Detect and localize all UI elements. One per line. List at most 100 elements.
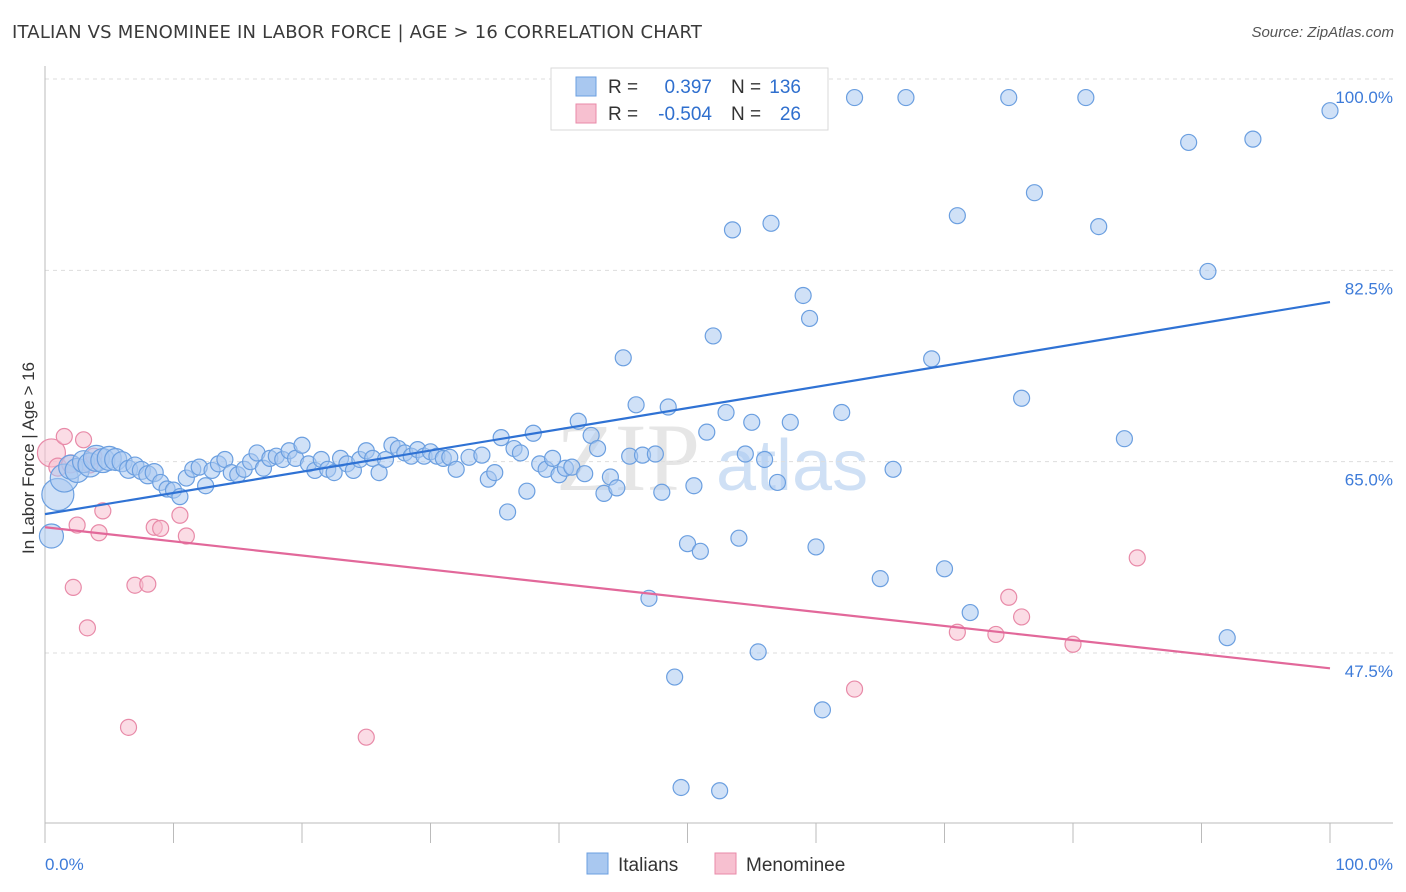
menominee-point bbox=[139, 575, 157, 593]
menominee-point bbox=[1000, 588, 1018, 606]
italians-point bbox=[698, 423, 716, 441]
italians-point bbox=[1244, 130, 1262, 148]
italians-point bbox=[646, 445, 664, 463]
y-tick-label: 82.5% bbox=[1345, 279, 1393, 298]
italians-point bbox=[38, 523, 65, 549]
italians-point bbox=[511, 444, 530, 462]
italians-point bbox=[781, 413, 799, 431]
legend-n-label-menominee: N = bbox=[731, 104, 761, 125]
menominee-point bbox=[94, 502, 112, 520]
bottom-legend-label-italians: Italians bbox=[618, 855, 678, 876]
italians-points bbox=[38, 88, 1339, 800]
y-axis-label: In Labor Force | Age > 16 bbox=[19, 362, 38, 554]
italians-point bbox=[871, 570, 889, 588]
menominee-point bbox=[78, 619, 97, 637]
y-tick-label: 47.5% bbox=[1345, 662, 1393, 681]
italians-point bbox=[813, 701, 832, 719]
italians-point bbox=[614, 349, 632, 367]
watermark-atlas: atlas bbox=[716, 426, 868, 506]
italians-point bbox=[678, 535, 697, 553]
italians-point bbox=[325, 464, 343, 482]
italians-point bbox=[1180, 133, 1198, 152]
legend-n-value-menominee: 26 bbox=[780, 104, 801, 125]
italians-point bbox=[1218, 629, 1236, 647]
bottom-legend-swatch-italians bbox=[586, 852, 609, 875]
y-tick-label: 100.0% bbox=[1335, 88, 1393, 107]
italians-point bbox=[704, 327, 722, 345]
italians-point bbox=[685, 477, 703, 495]
watermark: ZIP atlas bbox=[556, 404, 868, 511]
italians-point bbox=[961, 603, 979, 622]
italians-point bbox=[762, 214, 780, 232]
italians-point bbox=[845, 88, 864, 107]
italians-point bbox=[897, 88, 915, 107]
italians-point bbox=[608, 479, 626, 497]
italians-point bbox=[736, 445, 754, 463]
italians-point bbox=[672, 778, 690, 797]
menominee-point bbox=[152, 519, 170, 537]
italians-point bbox=[588, 439, 607, 458]
menominee-trend-line bbox=[44, 526, 1331, 670]
stats-legend: R = 0.397 N = 136 R = -0.504 N = 26 bbox=[550, 67, 829, 131]
italians-point bbox=[884, 460, 902, 478]
legend-n-value-italians: 136 bbox=[769, 77, 801, 98]
menominee-point bbox=[357, 728, 375, 746]
grid-lines bbox=[45, 78, 1393, 654]
italians-point bbox=[1321, 102, 1339, 120]
italians-point bbox=[749, 643, 767, 661]
italians-point bbox=[1077, 88, 1095, 107]
italians-trend-line bbox=[44, 300, 1331, 516]
legend-r-label-italians: R = bbox=[608, 77, 638, 98]
italians-point bbox=[691, 542, 709, 560]
italians-point bbox=[723, 221, 742, 239]
chart-source: Source: ZipAtlas.com bbox=[1251, 24, 1394, 41]
italians-point bbox=[807, 538, 825, 556]
italians-point bbox=[948, 207, 966, 225]
italians-point bbox=[666, 668, 684, 686]
menominee-point bbox=[177, 527, 195, 545]
chart-title: ITALIAN VS MENOMINEE IN LABOR FORCE | AG… bbox=[12, 22, 703, 43]
italians-point bbox=[1012, 389, 1031, 407]
italians-point bbox=[711, 782, 729, 800]
menominee-point bbox=[987, 625, 1005, 644]
legend-swatch-menominee bbox=[575, 103, 597, 124]
italians-point bbox=[755, 450, 774, 469]
italians-point bbox=[923, 350, 941, 368]
italians-point bbox=[627, 396, 645, 414]
x-tick-label: 100.0% bbox=[1335, 855, 1393, 874]
menominee-point bbox=[171, 506, 189, 524]
menominee-point bbox=[55, 427, 73, 446]
menominee-point bbox=[1128, 549, 1146, 567]
y-tick-label: 65.0% bbox=[1345, 471, 1393, 490]
italians-point bbox=[543, 449, 562, 467]
italians-point bbox=[717, 403, 735, 422]
italians-point bbox=[293, 436, 311, 454]
menominee-point bbox=[68, 516, 86, 534]
bottom-legend-swatch-menominee bbox=[714, 852, 737, 875]
italians-point bbox=[518, 482, 536, 500]
series-legend: Italians Menominee bbox=[586, 852, 845, 876]
legend-swatch-italians bbox=[575, 76, 597, 97]
italians-point bbox=[499, 503, 517, 521]
x-tick-label: 0.0% bbox=[45, 855, 84, 874]
legend-r-value-italians: 0.397 bbox=[664, 77, 712, 98]
italians-point bbox=[1115, 430, 1134, 448]
legend-r-value-menominee: -0.504 bbox=[658, 104, 712, 125]
menominee-point bbox=[74, 431, 93, 449]
italians-point bbox=[1090, 218, 1108, 236]
x-tick-labels: 0.0% 100.0% bbox=[45, 855, 1393, 874]
menominee-point bbox=[119, 718, 138, 736]
italians-point bbox=[447, 460, 465, 478]
italians-point bbox=[833, 403, 851, 422]
trend-lines bbox=[44, 300, 1331, 670]
italians-point bbox=[794, 286, 812, 305]
italians-point bbox=[1199, 262, 1217, 281]
italians-point bbox=[1000, 88, 1018, 107]
italians-point bbox=[486, 464, 504, 482]
italians-point bbox=[800, 309, 819, 328]
italians-point bbox=[743, 413, 761, 431]
menominee-point bbox=[64, 578, 82, 597]
italians-point bbox=[935, 560, 954, 578]
italians-point bbox=[653, 483, 671, 501]
